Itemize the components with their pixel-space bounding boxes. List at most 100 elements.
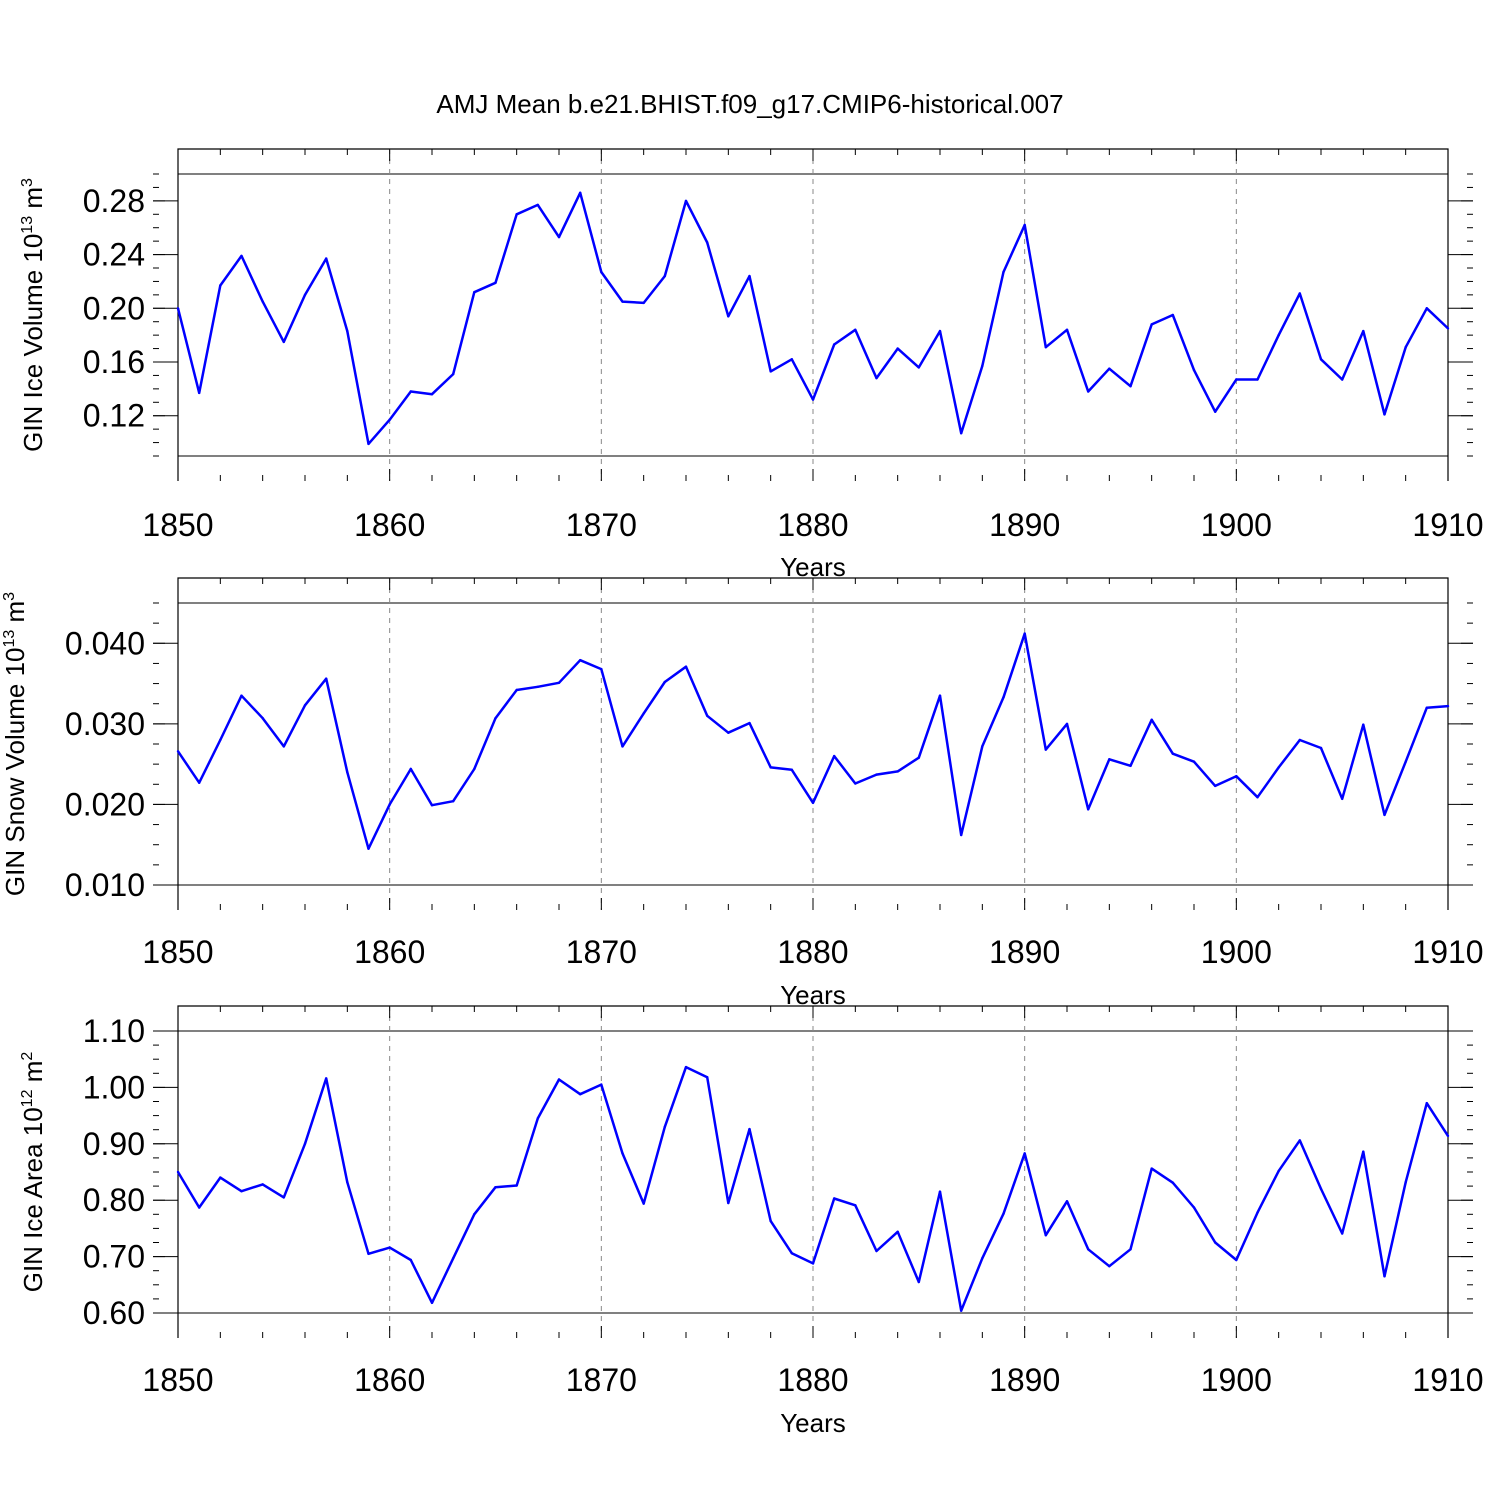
panels: 0.12 0.16 0.20 0.24 0.28 1850 1860 1870 1880 1890…: [0, 148, 1484, 1438]
data-point: [367, 1252, 370, 1256]
data-point: [748, 721, 751, 725]
data-point: [1235, 378, 1238, 381]
data-point: [1129, 1248, 1132, 1251]
data-point: [1319, 746, 1323, 750]
data-point: [1150, 718, 1153, 721]
data-point: [1319, 358, 1323, 361]
x-tick-label: 1890: [989, 1362, 1060, 1398]
data-point: [579, 191, 582, 194]
y-tick-label: 0.16: [83, 344, 145, 380]
data-point: [1341, 797, 1344, 800]
y-tick-label: 0.010: [65, 867, 145, 903]
data-point: [1065, 1200, 1069, 1203]
data-point: [896, 1230, 899, 1234]
x-tick-label: 1850: [142, 1362, 213, 1398]
data-point: [261, 300, 264, 303]
data-point: [1446, 704, 1450, 708]
data-point: [833, 1197, 836, 1200]
data-point: [515, 1184, 518, 1187]
data-point: [1277, 333, 1280, 337]
x-tick-label: 1900: [1201, 507, 1272, 543]
data-point: [282, 745, 285, 748]
data-point: [896, 347, 899, 350]
data-point: [388, 803, 391, 806]
data-point: [1129, 764, 1132, 767]
data-point: [261, 717, 264, 720]
data-point: [1362, 329, 1365, 333]
data-point: [452, 372, 455, 376]
data-point: [1192, 1206, 1196, 1209]
data-point: [557, 235, 561, 239]
data-point: [536, 203, 539, 207]
data-point: [854, 782, 857, 785]
y-tick-label: 0.24: [83, 237, 145, 273]
data-point: [176, 1170, 180, 1174]
data-point: [240, 254, 243, 258]
x-tick-label: 1860: [354, 507, 425, 543]
data-point: [642, 712, 645, 715]
data-point: [663, 680, 666, 684]
data-point: [600, 270, 603, 274]
y-axis-label: GIN Snow Volume 1013 m3: [0, 592, 30, 896]
data-point: [303, 293, 307, 297]
data-point: [430, 393, 434, 396]
data-point: [1362, 723, 1365, 726]
data-point: [981, 1257, 984, 1260]
data-point: [282, 1196, 285, 1199]
data-point: [219, 738, 222, 742]
data-point: [811, 801, 815, 804]
x-axis-label: Years: [780, 980, 846, 1010]
data-point: [1277, 766, 1280, 769]
data-point: [473, 291, 476, 294]
data-point: [1341, 1232, 1344, 1235]
y-tick-label: 0.28: [83, 183, 145, 219]
data-point: [833, 343, 836, 346]
y-tick-label: 1.00: [83, 1069, 145, 1105]
data-point: [1298, 292, 1302, 295]
data-point: [1087, 1248, 1090, 1251]
x-tick-label: 1910: [1412, 507, 1483, 543]
data-point: [875, 376, 878, 380]
data-point: [854, 1204, 857, 1207]
data-point: [198, 391, 201, 395]
data-point: [409, 767, 412, 771]
data-point: [473, 767, 476, 771]
data-point: [303, 1142, 307, 1146]
data-point: [515, 688, 518, 692]
data-point: [1404, 346, 1407, 349]
data-point: [621, 1152, 624, 1155]
y-axis-label: GIN Ice Area 1012 m2: [18, 1052, 48, 1293]
data-point: [600, 667, 603, 671]
data-point: [198, 1206, 201, 1209]
data-point: [1319, 1187, 1323, 1191]
data-point: [727, 731, 730, 734]
data-point: [452, 1257, 455, 1260]
data-point: [1002, 1212, 1005, 1215]
data-point: [960, 833, 963, 837]
data-point: [1235, 775, 1238, 778]
data-point: [1404, 1181, 1407, 1184]
data-point: [706, 714, 709, 717]
data-point: [1023, 632, 1026, 635]
data-point: [579, 659, 582, 662]
data-point: [896, 770, 899, 773]
data-point: [663, 1125, 666, 1129]
data-point: [1425, 706, 1429, 709]
data-point: [1023, 223, 1026, 227]
panel-2: 0.010 0.020 0.030 0.040 1850 1860 1870 1880 1890…: [0, 577, 1484, 1010]
data-point: [1087, 808, 1090, 811]
data-point: [388, 418, 391, 421]
x-tick-label: 1860: [354, 934, 425, 970]
data-point: [684, 199, 688, 203]
data-point: [1171, 1181, 1175, 1184]
x-tick-label: 1870: [566, 507, 637, 543]
y-tick-label: 0.80: [83, 1182, 145, 1218]
data-point: [727, 315, 730, 318]
data-point: [388, 1246, 391, 1249]
data-point: [430, 1301, 434, 1305]
x-axis-label: Years: [780, 1408, 846, 1438]
data-point: [1002, 270, 1005, 274]
data-point: [409, 1258, 412, 1262]
data-point: [1256, 378, 1259, 381]
data-point: [1214, 410, 1217, 413]
